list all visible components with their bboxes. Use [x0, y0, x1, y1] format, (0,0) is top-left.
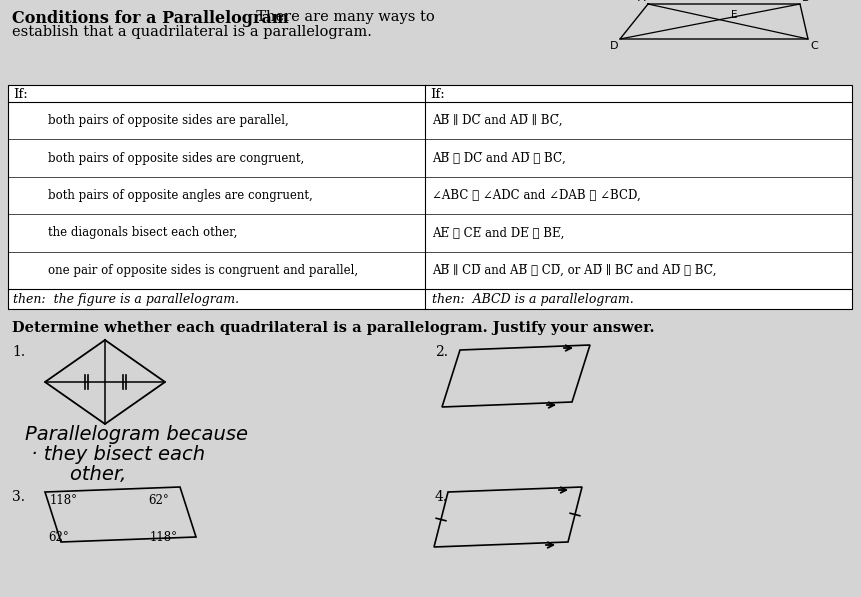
- Text: then:  ABCD is a parallelogram.: then: ABCD is a parallelogram.: [431, 293, 633, 306]
- Text: other,: other,: [45, 465, 127, 484]
- Text: then:  the figure is a parallelogram.: then: the figure is a parallelogram.: [13, 293, 238, 306]
- Text: establish that a quadrilateral is a parallelogram.: establish that a quadrilateral is a para…: [12, 25, 371, 39]
- Text: C: C: [809, 41, 817, 51]
- Text: Conditions for a Parallelogram: Conditions for a Parallelogram: [12, 10, 288, 27]
- Text: both pairs of opposite sides are parallel,: both pairs of opposite sides are paralle…: [48, 114, 288, 127]
- Text: AB̅ ≅ DC̅ and AD̅ ≅ BC̅,: AB̅ ≅ DC̅ and AD̅ ≅ BC̅,: [431, 152, 565, 165]
- Text: E: E: [730, 11, 737, 20]
- Text: There are many ways to: There are many ways to: [247, 10, 434, 24]
- Text: 4.: 4.: [435, 490, 448, 504]
- Text: 62°: 62°: [48, 531, 69, 544]
- Text: B: B: [801, 0, 808, 3]
- Text: Parallelogram because: Parallelogram because: [25, 425, 248, 444]
- Text: one pair of opposite sides is congruent and parallel,: one pair of opposite sides is congruent …: [48, 264, 357, 277]
- Text: If:: If:: [13, 88, 28, 101]
- Text: 118°: 118°: [50, 494, 77, 507]
- Text: AB̅ ∥ DC̅ and AD̅ ∥ BC̅,: AB̅ ∥ DC̅ and AD̅ ∥ BC̅,: [431, 114, 562, 127]
- Text: 118°: 118°: [150, 531, 177, 544]
- Text: 1.: 1.: [12, 345, 25, 359]
- Bar: [8, 85, 851, 309]
- Text: A: A: [638, 0, 645, 3]
- Text: the diagonals bisect each other,: the diagonals bisect each other,: [48, 226, 237, 239]
- Text: 62°: 62°: [148, 494, 169, 507]
- Text: both pairs of opposite angles are congruent,: both pairs of opposite angles are congru…: [48, 189, 313, 202]
- Text: 3.: 3.: [12, 490, 25, 504]
- Text: If:: If:: [430, 88, 444, 101]
- Text: 2.: 2.: [435, 345, 448, 359]
- Text: ∠ABC ≅ ∠ADC and ∠DAB ≅ ∠BCD,: ∠ABC ≅ ∠ADC and ∠DAB ≅ ∠BCD,: [431, 189, 640, 202]
- Text: both pairs of opposite sides are congruent,: both pairs of opposite sides are congrue…: [48, 152, 304, 165]
- Text: AB̅ ∥ CD̅ and AB̅ ≅ CD̅, or AD̅ ∥ BC̅ and AD̅ ≅ BC̅,: AB̅ ∥ CD̅ and AB̅ ≅ CD̅, or AD̅ ∥ BC̅ an…: [431, 264, 715, 277]
- Text: AE̅ ≅ CE̅ and DE̅ ≅ BE̅,: AE̅ ≅ CE̅ and DE̅ ≅ BE̅,: [431, 226, 564, 239]
- Text: · they bisect each: · they bisect each: [25, 445, 205, 464]
- Text: D: D: [609, 41, 617, 51]
- Text: Determine whether each quadrilateral is a parallelogram. Justify your answer.: Determine whether each quadrilateral is …: [12, 321, 653, 335]
